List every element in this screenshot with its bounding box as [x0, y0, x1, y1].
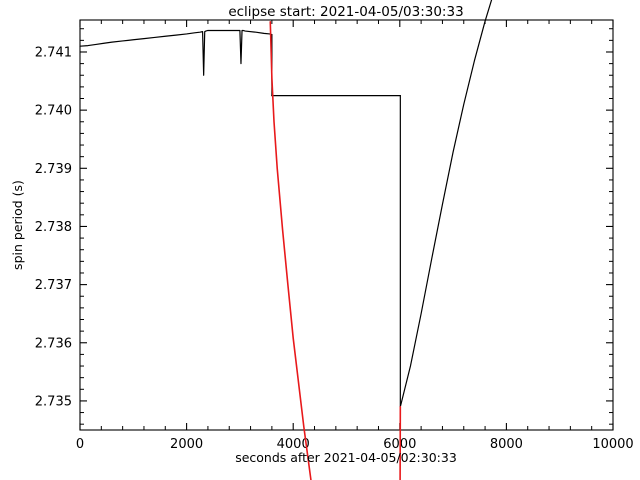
y-tick-label: 2.736: [35, 336, 72, 351]
axis-tick-labels: 0 2000 4000 6000 8000 100002.7352.7362.7372.7…: [35, 45, 634, 452]
x-tick-label: 4000: [277, 437, 310, 452]
axes-frame: [79, 19, 614, 431]
data-curves: [79, 0, 493, 480]
y-tick-label: 2.741: [35, 45, 72, 60]
y-tick-label: 2.737: [35, 278, 72, 293]
x-tick-label: 10000: [592, 437, 633, 452]
series-line: [79, 29, 273, 76]
y-tick-label: 2.738: [35, 220, 72, 235]
x-axis-label: seconds after 2021-04-05/02:30:33: [235, 450, 457, 465]
series-line: [399, 0, 493, 408]
axis-ticks: [79, 20, 614, 430]
x-tick-label: 2000: [170, 437, 203, 452]
x-tick-label: 0: [76, 437, 84, 452]
y-tick-label: 2.740: [35, 104, 72, 119]
y-axis-label: spin period (s): [10, 180, 25, 270]
y-tick-label: 2.735: [35, 394, 72, 409]
chart-title: eclipse start: 2021-04-05/03:30:33: [228, 4, 463, 20]
y-tick-label: 2.739: [35, 162, 72, 177]
series-line: [269, 20, 402, 480]
x-tick-label: 8000: [490, 437, 523, 452]
